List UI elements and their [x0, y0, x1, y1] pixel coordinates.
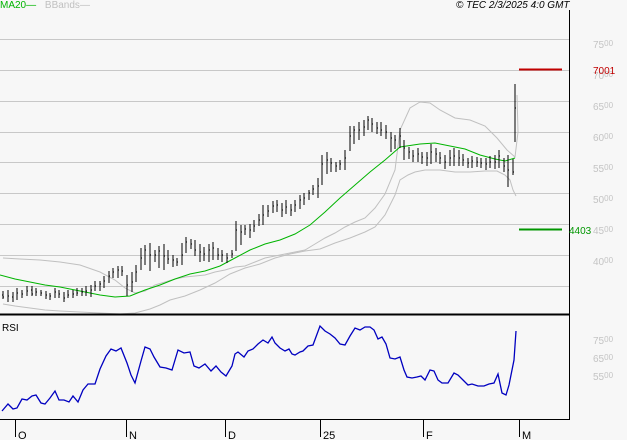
price-label-4500: 4500 — [593, 225, 614, 237]
price-label-7500: 7500 — [593, 39, 614, 51]
legend-bbands: BBands— — [44, 0, 90, 11]
price-label-6000: 6000 — [593, 132, 614, 144]
price-label-4000: 4000 — [593, 256, 614, 268]
legend-ma20: MA20— — [0, 0, 37, 11]
bband-lower — [2, 169, 517, 315]
chart-legend: MA20— BBands— — [0, 0, 90, 12]
bband-upper — [2, 94, 519, 294]
price-label-6500: 6500 — [593, 101, 614, 113]
rsi-axis-labels: 7500 6500 5500 — [593, 335, 614, 383]
price-axis-labels: 7500 7000 6500 6000 5500 5000 4500 4000 — [593, 39, 614, 268]
ma20-line — [0, 142, 516, 298]
rsi-label-5500: 5500 — [593, 371, 614, 383]
month-label-mar: M — [522, 430, 531, 440]
month-label-feb: F — [426, 430, 433, 440]
price-label-5000: 5000 — [593, 194, 614, 206]
copyright-timestamp: © TEC 2/3/2025 4:0 GMT — [456, 0, 570, 11]
price-gridlines — [0, 39, 569, 287]
price-bars — [2, 84, 516, 302]
support-label: 4403 — [569, 226, 592, 237]
month-axis — [15, 420, 520, 437]
month-label-nov: N — [129, 430, 137, 440]
month-label-2025: 25 — [323, 430, 335, 440]
rsi-label-7500: 7500 — [593, 335, 614, 347]
resistance-label: 7001 — [593, 66, 616, 77]
month-label-dec: D — [228, 430, 236, 440]
rsi-line — [1, 324, 517, 412]
rsi-label-6500: 6500 — [593, 353, 614, 365]
price-label-7000: 7000 — [593, 70, 614, 82]
bollinger-bands — [2, 94, 519, 315]
price-label-5500: 5500 — [593, 163, 614, 175]
rsi-title: RSI — [2, 323, 19, 334]
month-label-oct: O — [18, 430, 27, 440]
